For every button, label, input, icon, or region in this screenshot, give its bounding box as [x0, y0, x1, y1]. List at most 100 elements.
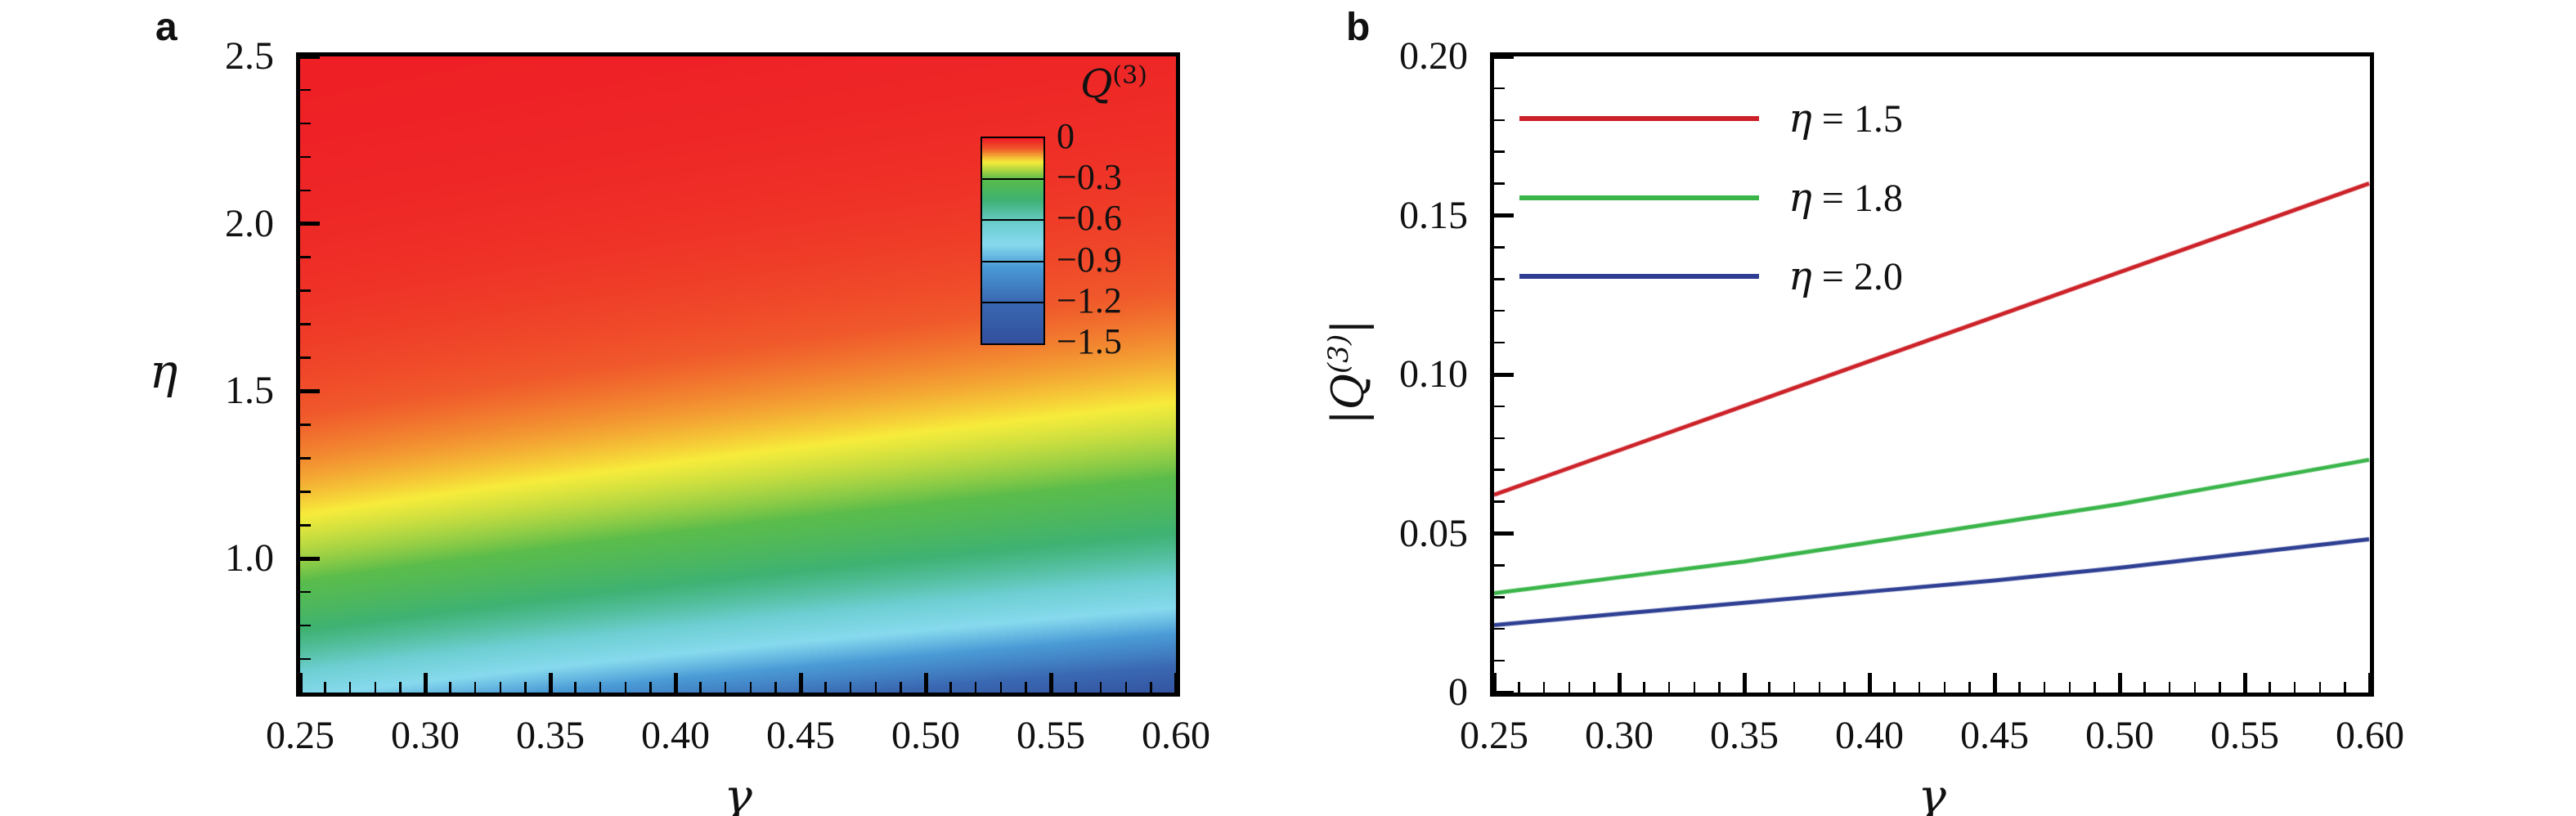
y-axis-minor-tick	[1494, 119, 1505, 122]
colorbar-tick-label: −0.9	[1057, 239, 1122, 280]
legend-line-eta-1.5	[1519, 116, 1759, 121]
y-axis-minor-tick	[300, 323, 311, 325]
colorbar-gradient	[982, 138, 1043, 343]
colorbar-tick-label: 0	[1057, 116, 1075, 156]
y-axis-minor-tick	[300, 657, 311, 661]
legend-label-eta-1.5: η = 1.5	[1788, 94, 1903, 143]
y-axis-minor-tick	[300, 624, 311, 627]
x-axis-minor-tick	[1918, 682, 1921, 693]
colorbar-separator	[982, 260, 1043, 262]
x-axis-major-tick	[1492, 673, 1497, 693]
x-axis-major-tick	[548, 673, 553, 693]
y-axis-minor-tick	[1494, 278, 1505, 280]
y-axis-major-tick	[1494, 690, 1514, 695]
x-tick-label: 0.60	[1142, 714, 1210, 757]
y-axis-major-tick	[1494, 531, 1514, 536]
x-tick-label: 0.60	[2336, 714, 2404, 757]
x-axis-minor-tick	[749, 682, 752, 693]
colorbar-separator	[982, 178, 1043, 181]
y-axis-minor-tick	[300, 155, 311, 159]
x-axis-minor-tick	[774, 682, 777, 693]
x-axis-minor-tick	[2193, 682, 2197, 693]
y-axis-minor-tick	[1494, 627, 1505, 630]
y-axis-minor-tick	[300, 590, 311, 594]
colorbar-separator	[982, 301, 1043, 303]
panel-b-letter: b	[1346, 6, 1371, 49]
x-axis-major-tick	[1174, 673, 1178, 693]
y-axis-major-tick	[1494, 372, 1514, 377]
y-axis-minor-tick	[300, 457, 311, 460]
panel-b-plot: η = 1.5 η = 1.8 η = 2.0	[1490, 52, 2374, 697]
legend-value: = 1.8	[1811, 177, 1903, 220]
y-axis-major-tick	[300, 388, 320, 393]
x-axis-minor-tick	[1568, 682, 1571, 693]
x-axis-minor-tick	[1542, 682, 1546, 693]
x-axis-major-tick	[1617, 673, 1622, 693]
colorbar	[981, 137, 1045, 345]
x-axis-minor-tick	[499, 682, 502, 693]
colorbar-tick-label: −1.2	[1057, 280, 1122, 321]
y-tick-label: 1.5	[225, 369, 274, 413]
x-axis-minor-tick	[999, 682, 1003, 693]
x-axis-minor-tick	[874, 682, 877, 693]
y-tick-label: 0	[1448, 670, 1468, 714]
panel-b-xaxis-label: γ	[1918, 769, 1946, 816]
x-axis-major-tick	[923, 673, 928, 693]
x-axis-minor-tick	[473, 682, 477, 693]
x-axis-major-tick	[1867, 673, 1872, 693]
legend-line-eta-2.0	[1519, 274, 1759, 279]
x-axis-major-tick	[2117, 673, 2122, 693]
x-axis-minor-tick	[348, 682, 352, 693]
x-axis-minor-tick	[524, 682, 527, 693]
x-tick-label: 0.25	[266, 714, 334, 757]
x-axis-major-tick	[798, 673, 803, 693]
x-tick-label: 0.35	[1710, 714, 1779, 757]
y-axis-major-tick	[300, 54, 320, 59]
y-axis-minor-tick	[1494, 596, 1505, 599]
x-axis-minor-tick	[949, 682, 952, 693]
x-axis-minor-tick	[2143, 682, 2146, 693]
x-axis-minor-tick	[724, 682, 727, 693]
x-tick-label: 0.50	[891, 714, 960, 757]
x-axis-minor-tick	[1643, 682, 1645, 693]
x-tick-label: 0.55	[2210, 714, 2279, 757]
x-axis-minor-tick	[2043, 682, 2046, 693]
x-tick-label: 0.30	[391, 714, 460, 757]
x-axis-minor-tick	[324, 682, 326, 693]
x-tick-label: 0.45	[766, 714, 835, 757]
panel-a-plot: Q(3) 0 −0.3 −0.6 −0.9 −1.2 −1.5	[296, 52, 1180, 697]
legend-line-eta-1.8	[1519, 195, 1759, 200]
x-axis-minor-tick	[1943, 682, 1946, 693]
panel-a-yaxis-label: η	[149, 343, 178, 399]
x-axis-minor-tick	[2018, 682, 2021, 693]
x-axis-minor-tick	[1793, 682, 1796, 693]
bar-open: |	[1322, 410, 1374, 425]
colorbar-tick-label: −0.3	[1057, 157, 1122, 198]
y-axis-minor-tick	[300, 256, 311, 258]
y-tick-label: 1.0	[225, 536, 274, 581]
y-tick-label: 0.10	[1399, 352, 1468, 396]
eta-symbol: η	[1788, 96, 1812, 141]
legend-label-eta-2.0: η = 2.0	[1788, 252, 1903, 301]
x-axis-minor-tick	[1518, 682, 1520, 693]
y-axis-minor-tick	[300, 356, 311, 359]
x-axis-minor-tick	[1968, 682, 1971, 693]
y-tick-label: 0.15	[1399, 193, 1468, 237]
colorbar-tick-label: −0.6	[1057, 198, 1122, 239]
x-axis-minor-tick	[824, 682, 827, 693]
colorbar-separator	[982, 219, 1043, 222]
x-axis-minor-tick	[1124, 682, 1128, 693]
y-axis-minor-tick	[1494, 659, 1505, 662]
x-axis-minor-tick	[1893, 682, 1896, 693]
x-axis-major-tick	[2242, 673, 2247, 693]
line-chart	[1494, 56, 2370, 693]
y-axis-minor-tick	[1494, 341, 1505, 344]
x-axis-minor-tick	[1768, 682, 1770, 693]
y-axis-minor-tick	[300, 289, 311, 292]
x-axis-minor-tick	[2068, 682, 2071, 693]
x-axis-major-tick	[673, 673, 678, 693]
colorbar-title-sup: (3)	[1112, 61, 1147, 90]
colorbar-title-base: Q	[1080, 61, 1113, 107]
x-axis-minor-tick	[1025, 682, 1027, 693]
y-tick-label: 0.20	[1399, 34, 1468, 78]
